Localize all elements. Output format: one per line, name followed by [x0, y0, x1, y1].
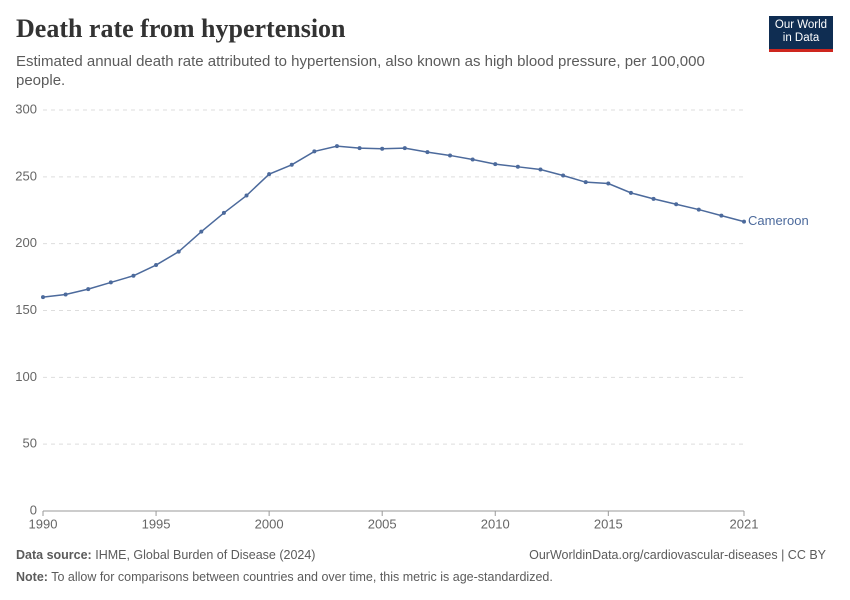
- y-tick-label: 300: [15, 101, 37, 116]
- logo-line: Our World: [774, 19, 828, 31]
- point: [357, 146, 362, 151]
- point: [425, 150, 430, 155]
- chart-title: Death rate from hypertension: [16, 14, 346, 43]
- point: [221, 210, 226, 215]
- x-tick-label: 2005: [368, 516, 397, 531]
- logo[interactable]: Our World in Data: [769, 16, 833, 52]
- point: [448, 153, 453, 158]
- point: [380, 146, 385, 151]
- point: [628, 190, 633, 195]
- source-text: IHME, Global Burden of Disease (2024): [95, 548, 316, 562]
- point: [515, 164, 520, 169]
- point: [41, 295, 45, 300]
- point: [470, 157, 475, 162]
- point: [493, 162, 498, 167]
- point: [176, 249, 181, 254]
- note-label: Note:: [16, 570, 48, 584]
- note-text: To allow for comparisons between countri…: [51, 570, 553, 584]
- point: [289, 162, 294, 167]
- point: [606, 181, 611, 186]
- y-tick-label: 50: [23, 436, 37, 451]
- point: [674, 202, 679, 207]
- point: [199, 229, 204, 234]
- chart: 0 50 100 150 200 250 300 1990 1995 2000 2005 2010 20…: [15, 101, 809, 531]
- point: [561, 173, 566, 178]
- x-tick-label: 1995: [142, 516, 171, 531]
- point: [154, 263, 159, 268]
- series-label: Cameroon: [748, 213, 809, 228]
- y-tick-label: 100: [15, 369, 37, 384]
- x-tick-label: 2021: [730, 516, 759, 531]
- point: [719, 213, 724, 218]
- point: [651, 196, 656, 201]
- x-tick-label: 2015: [594, 516, 623, 531]
- point: [312, 149, 317, 154]
- y-tick-label: 250: [15, 168, 37, 183]
- chart-subtitle: Estimated annual death rate attributed t…: [16, 53, 705, 89]
- logo-line: in Data: [782, 32, 820, 44]
- url[interactable]: OurWorldinData.org/cardiovascular-diseas…: [529, 548, 826, 562]
- point: [334, 144, 339, 149]
- point: [583, 180, 588, 185]
- y-tick-label: 200: [15, 235, 37, 250]
- point: [86, 287, 91, 292]
- point: [244, 193, 249, 198]
- line: [42, 145, 745, 298]
- point: [63, 292, 68, 297]
- source: Data source: IHME, Global Burden of Dise…: [16, 548, 315, 562]
- point: [108, 280, 113, 285]
- point: [402, 146, 407, 151]
- x-tick-label: 2000: [255, 516, 284, 531]
- source-label: Data source:: [16, 548, 92, 562]
- y-tick-label: 0: [30, 502, 37, 517]
- y-tick-label: 150: [15, 302, 37, 317]
- note: Note: To allow for comparisons between c…: [16, 570, 553, 584]
- point: [131, 273, 136, 278]
- x-tick-label: 2010: [481, 516, 510, 531]
- point: [267, 172, 272, 177]
- x-tick-label: 1990: [29, 516, 58, 531]
- point: [742, 219, 746, 224]
- point: [538, 167, 543, 172]
- point: [696, 207, 701, 212]
